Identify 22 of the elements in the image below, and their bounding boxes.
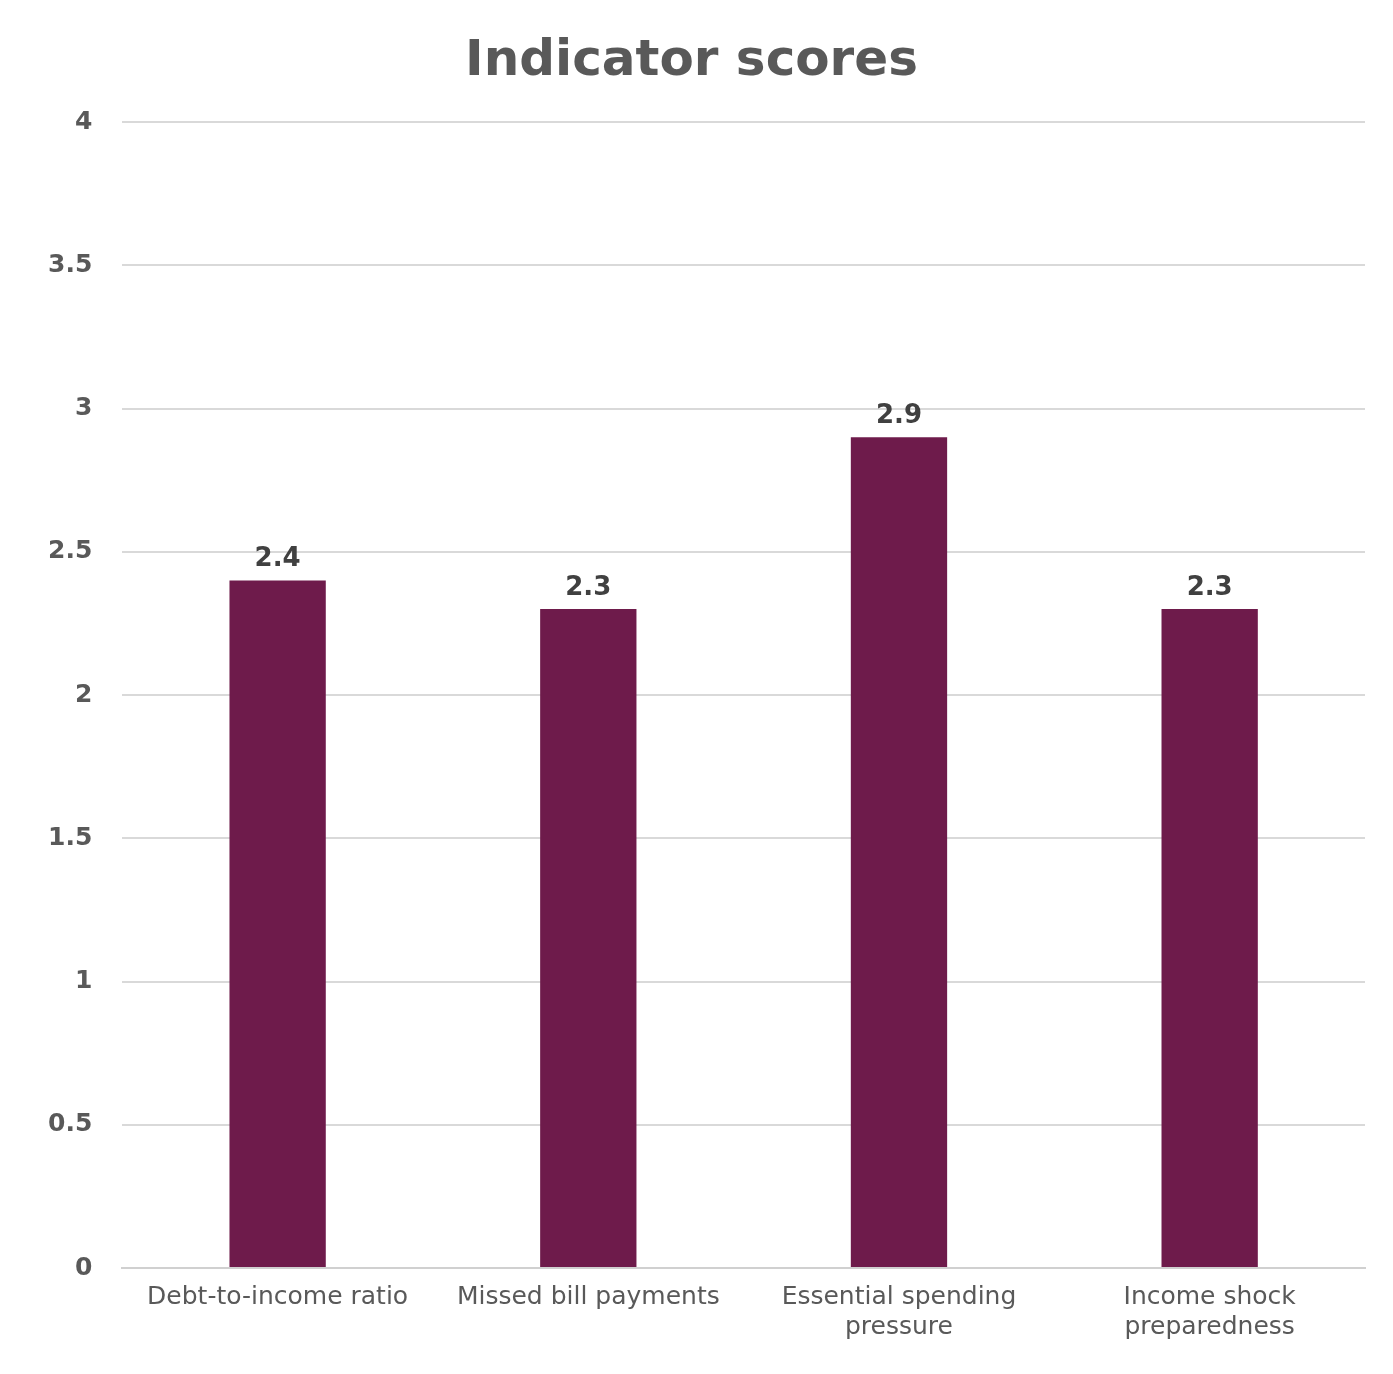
y-tick-label: 1 bbox=[74, 965, 93, 994]
y-tick-label: 0.5 bbox=[47, 1108, 93, 1138]
y-tick-label: 1.5 bbox=[47, 821, 93, 851]
y-tick-label: 3 bbox=[74, 392, 93, 421]
data-label: 2.3 bbox=[565, 570, 612, 601]
y-tick-label: 3.5 bbox=[47, 248, 93, 278]
x-tick-label: Missed bill payments bbox=[456, 1280, 720, 1310]
y-tick-label: 2.5 bbox=[47, 535, 93, 565]
bar bbox=[229, 580, 326, 1267]
chart-title: Indicator scores bbox=[465, 28, 918, 87]
bar bbox=[850, 437, 948, 1267]
x-tick-label: Debt-to-income ratio bbox=[147, 1280, 409, 1310]
bar bbox=[1161, 609, 1258, 1267]
bar bbox=[540, 609, 637, 1267]
x-tick-label: Essential spending pressure bbox=[781, 1280, 1017, 1340]
x-tick-label: Income shock preparedness bbox=[1123, 1280, 1297, 1340]
y-tick-label: 2 bbox=[74, 678, 93, 708]
data-label: 2.3 bbox=[1186, 570, 1233, 601]
data-label: 2.9 bbox=[875, 398, 923, 429]
y-tick-label: 4 bbox=[74, 105, 93, 135]
data-label: 2.4 bbox=[254, 542, 301, 573]
y-tick-label: 0 bbox=[74, 1251, 93, 1281]
